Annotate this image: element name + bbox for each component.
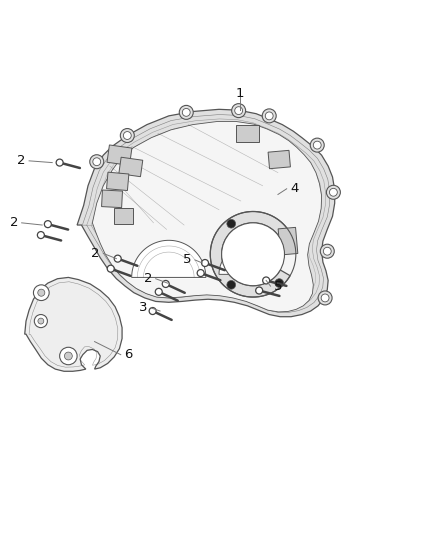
- Circle shape: [235, 107, 243, 115]
- Bar: [102, 190, 123, 208]
- Circle shape: [227, 220, 236, 228]
- Circle shape: [262, 109, 276, 123]
- Text: 3: 3: [139, 302, 148, 314]
- Circle shape: [107, 265, 114, 272]
- Circle shape: [60, 348, 77, 365]
- Circle shape: [323, 247, 331, 255]
- Circle shape: [38, 318, 44, 324]
- Circle shape: [321, 294, 329, 302]
- Circle shape: [44, 221, 51, 228]
- Circle shape: [149, 308, 156, 314]
- Polygon shape: [92, 122, 321, 312]
- Circle shape: [120, 128, 134, 142]
- Circle shape: [222, 223, 285, 286]
- Circle shape: [318, 291, 332, 305]
- Bar: [268, 150, 290, 169]
- Polygon shape: [132, 240, 206, 277]
- Bar: [114, 208, 134, 224]
- Text: 6: 6: [124, 348, 133, 361]
- Circle shape: [33, 285, 49, 301]
- Circle shape: [275, 279, 284, 287]
- Circle shape: [227, 280, 236, 289]
- Circle shape: [232, 103, 246, 118]
- Circle shape: [263, 277, 270, 284]
- Polygon shape: [77, 109, 335, 317]
- Bar: [107, 145, 132, 165]
- Circle shape: [90, 155, 104, 169]
- Bar: [106, 172, 129, 190]
- Bar: [119, 157, 143, 176]
- Circle shape: [114, 255, 121, 262]
- Text: 5: 5: [274, 280, 283, 293]
- Circle shape: [182, 108, 190, 116]
- Circle shape: [37, 231, 44, 239]
- Circle shape: [265, 112, 273, 120]
- Circle shape: [155, 288, 162, 295]
- Text: 2: 2: [144, 272, 152, 285]
- Circle shape: [64, 352, 72, 360]
- Text: 2: 2: [91, 247, 100, 260]
- Polygon shape: [240, 176, 271, 207]
- Circle shape: [38, 289, 45, 296]
- Circle shape: [34, 314, 47, 328]
- Circle shape: [256, 287, 263, 294]
- Text: 5: 5: [183, 254, 191, 266]
- Circle shape: [329, 188, 337, 196]
- Circle shape: [320, 244, 334, 258]
- Polygon shape: [210, 212, 290, 297]
- Circle shape: [197, 270, 204, 277]
- Circle shape: [326, 185, 340, 199]
- Text: 2: 2: [17, 155, 25, 167]
- Circle shape: [201, 260, 208, 266]
- Circle shape: [162, 280, 169, 287]
- Text: 2: 2: [10, 216, 18, 229]
- Circle shape: [313, 141, 321, 149]
- Polygon shape: [219, 246, 276, 274]
- Circle shape: [93, 158, 101, 166]
- Circle shape: [310, 138, 324, 152]
- Text: 4: 4: [290, 182, 299, 195]
- Text: 1: 1: [236, 87, 244, 100]
- Polygon shape: [220, 200, 283, 295]
- Circle shape: [124, 132, 131, 140]
- Bar: [278, 228, 298, 255]
- Polygon shape: [25, 277, 122, 372]
- Bar: [236, 125, 259, 142]
- Circle shape: [179, 106, 193, 119]
- Circle shape: [56, 159, 63, 166]
